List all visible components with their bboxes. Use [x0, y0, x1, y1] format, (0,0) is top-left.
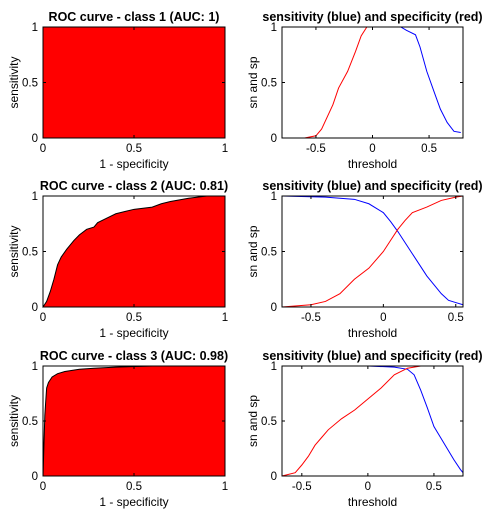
y-tick-label: 1: [32, 361, 38, 373]
specificity-line: [281, 195, 464, 308]
x-tick-label: -0.5: [292, 481, 312, 493]
specificity-line: [282, 26, 463, 139]
y-tick-label: 1: [271, 361, 277, 373]
y-tick-label: 0.5: [261, 416, 277, 428]
roc-area: [42, 26, 226, 139]
y-tick-label: 0.5: [22, 416, 38, 428]
x-tick-label: 0.5: [126, 143, 142, 155]
x-tick-label: 1: [222, 481, 228, 493]
y-axis-label: sn and sp: [246, 56, 260, 108]
roc-area: [42, 195, 226, 308]
x-axis-label: threshold: [348, 326, 397, 340]
x-tick-label: 0.5: [421, 143, 437, 155]
chart-title: ROC curve - class 3 (AUC: 0.98): [40, 349, 228, 363]
x-tick-label: 0: [365, 481, 371, 493]
plot-area: [282, 366, 463, 476]
x-axis-label: 1 - specificity: [99, 495, 168, 509]
x-tick-label: 0: [369, 143, 375, 155]
chart-1: 0 0.5 1 0 0.5 1 ROC curve - class 1 (AUC: 1) 1 …: [7, 10, 228, 171]
x-axis-label: 1 - specificity: [99, 157, 168, 171]
y-tick-label: 0.5: [261, 78, 277, 90]
chart-title: ROC curve - class 1 (AUC: 1): [49, 10, 220, 24]
specificity-line: [281, 365, 463, 477]
x-tick-label: 0.5: [426, 481, 442, 493]
y-tick-label: 0.5: [22, 247, 38, 259]
x-tick-label: 0: [380, 312, 386, 324]
y-axis-label: sensitivity: [7, 395, 21, 447]
x-tick-label: 1: [222, 143, 228, 155]
y-tick-label: 0: [32, 302, 38, 314]
y-tick-label: 0: [32, 471, 38, 483]
x-tick-label: 0.5: [126, 312, 142, 324]
x-axis-label: 1 - specificity: [99, 326, 168, 340]
plot-area: [282, 27, 463, 138]
sensitivity-line: [282, 26, 461, 133]
y-tick-label: 1: [271, 191, 277, 203]
y-tick-label: 0: [271, 471, 277, 483]
y-tick-label: 1: [271, 22, 277, 34]
x-tick-label: -0.5: [306, 143, 326, 155]
y-tick-label: 1: [32, 191, 38, 203]
roc-area: [42, 365, 226, 477]
y-tick-label: 0: [32, 133, 38, 145]
y-axis-label: sn and sp: [246, 225, 260, 277]
x-tick-label: -0.5: [301, 312, 321, 324]
sensitivity-line: [281, 195, 464, 306]
y-tick-label: 0.5: [261, 247, 277, 259]
y-axis-label: sensitivity: [7, 56, 21, 108]
x-tick-label: 0: [40, 481, 46, 493]
plot-area: [282, 196, 463, 307]
chart-title: sensitivity (blue) and specificity (red): [262, 179, 482, 193]
x-tick-label: 1: [222, 312, 228, 324]
y-axis-label: sn and sp: [246, 395, 260, 447]
chart-title: ROC curve - class 2 (AUC: 0.81): [40, 179, 228, 193]
y-tick-label: 0: [271, 302, 277, 314]
x-tick-label: 0: [40, 143, 46, 155]
chart-title: sensitivity (blue) and specificity (red): [262, 349, 482, 363]
y-tick-label: 1: [32, 22, 38, 34]
y-tick-label: 0: [271, 133, 277, 145]
sensitivity-line: [282, 365, 464, 474]
y-axis-label: sensitivity: [7, 225, 21, 277]
x-axis-label: threshold: [348, 495, 397, 509]
x-tick-label: 0.5: [448, 312, 464, 324]
x-axis-label: threshold: [348, 157, 397, 171]
chart-title: sensitivity (blue) and specificity (red): [262, 10, 482, 24]
x-tick-label: 0: [40, 312, 46, 324]
x-tick-label: 0.5: [126, 481, 142, 493]
y-tick-label: 0.5: [22, 78, 38, 90]
